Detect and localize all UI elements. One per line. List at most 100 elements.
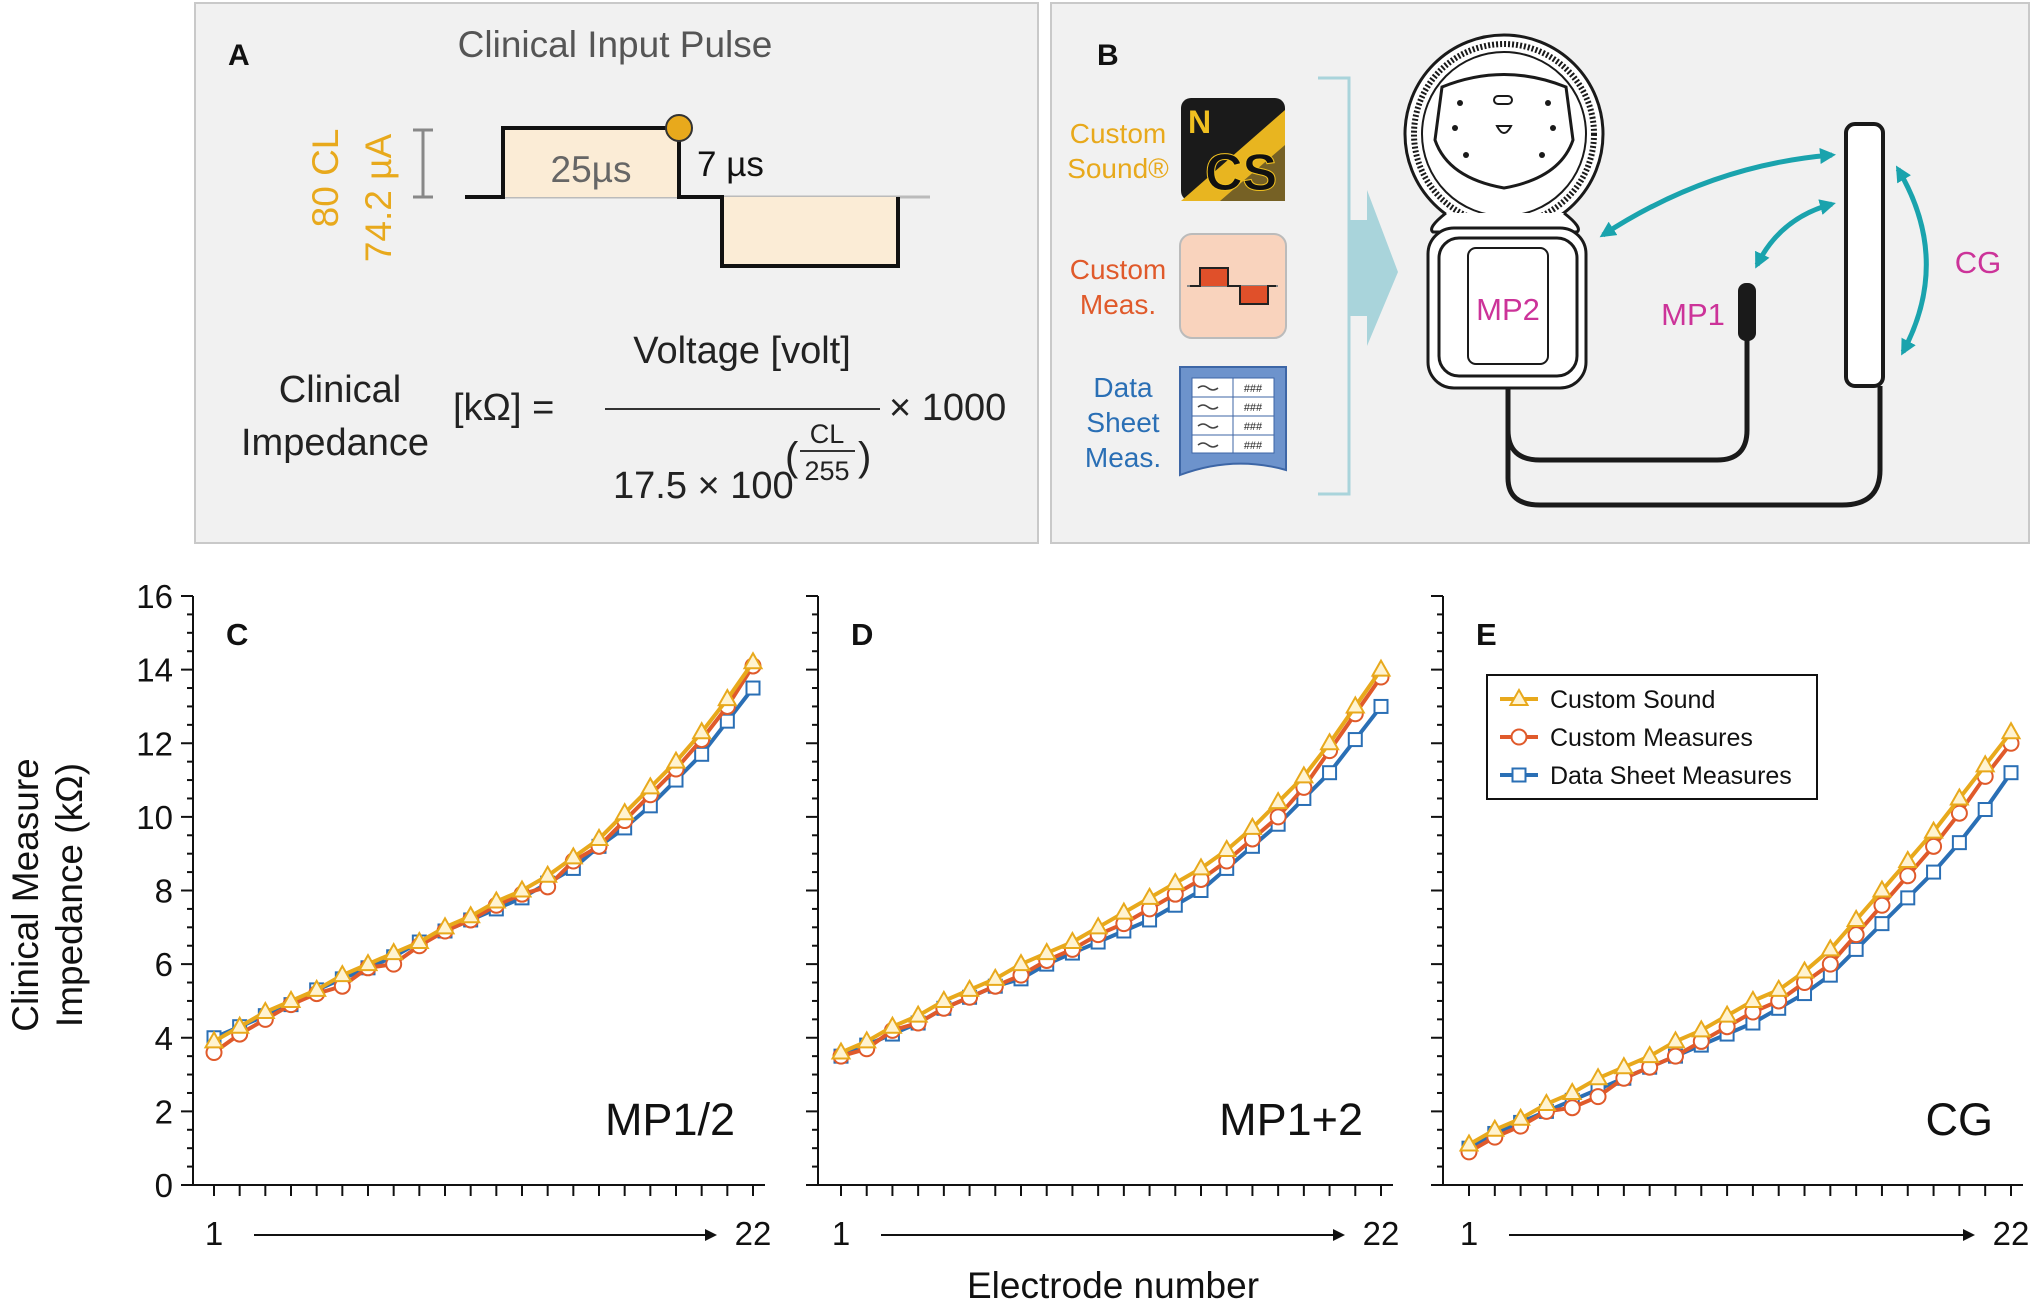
y-tick-label: 10 [136, 799, 173, 836]
legend-marker-circle [1510, 728, 1528, 746]
data-point-circle [1589, 1088, 1607, 1106]
formula-lhs-line1: Clinical [279, 369, 401, 411]
data-point-circle [1821, 955, 1839, 973]
data-point-triangle [588, 827, 610, 846]
implant-device: MP2 [1403, 33, 1605, 390]
data-point-triangle [742, 651, 764, 670]
series-line-triangle [840, 668, 1383, 1055]
data-point-square [1977, 802, 1993, 818]
cg-cg-arrow [1895, 165, 1929, 356]
legend-label: Custom Sound [1550, 686, 1715, 714]
chart-panel-d: 1 22 D MP1+2 [806, 595, 1400, 1252]
series-line-triangle [1468, 730, 2013, 1147]
gap-label: 7 µs [697, 145, 764, 184]
data-sheet-icon: ### ### ### ### [1179, 366, 1287, 477]
y-tick-label: 14 [136, 652, 173, 689]
panel-letter: D [851, 617, 873, 652]
data-point-triangle [933, 989, 955, 1008]
mp1-cg-arrow [1754, 199, 1836, 269]
data-point-triangle [717, 688, 738, 707]
data-point-triangle [229, 1015, 250, 1034]
panel-a-letter: A [228, 39, 250, 72]
mp1-label: MP1 [1661, 297, 1725, 332]
data-cell-2: ### [1244, 402, 1263, 414]
data-point-triangle [985, 967, 1006, 986]
data-point-triangle [1587, 1067, 1609, 1086]
data-point-circle [1925, 837, 1943, 855]
formula-lhs-line2: Impedance [241, 422, 429, 464]
data-point-circle [1899, 867, 1917, 885]
formula-unit: [kΩ] = [453, 387, 554, 429]
pulse-icon [1179, 233, 1287, 339]
data-point-triangle [1742, 989, 1764, 1008]
data-point-square [1373, 698, 1389, 714]
y-tick-label: 0 [155, 1167, 173, 1204]
data-point-triangle [1458, 1133, 1480, 1152]
icon-letter-n: N [1188, 104, 1211, 140]
y-tick-label: 4 [155, 1020, 173, 1057]
data-point-triangle [1036, 942, 1057, 961]
data-point-triangle [830, 1041, 852, 1060]
data-point-square [2003, 765, 2019, 781]
data-point-circle [1563, 1099, 1581, 1117]
chart-legend: Custom Sound Custom Measures Data Sheet Me… [1486, 674, 1818, 800]
data-point-square [1900, 890, 1916, 906]
panel-b-letter: B [1097, 39, 1119, 72]
panel-a [194, 2, 1039, 544]
impedance-formula: Clinical Impedance [kΩ] = Voltage [volt]… [241, 330, 1006, 507]
data-point-triangle [1820, 938, 1841, 957]
series-line-square [840, 705, 1383, 1058]
chart-panel-c: 0 2 4 6 8 10 12 14 16 1 22 C MP1/2 [136, 578, 771, 1252]
data-point-triangle [1370, 658, 1392, 677]
series-line-square [213, 686, 755, 1040]
charts-area: Clinical Measure Impedance (kΩ) Electrod… [5, 578, 2029, 1306]
data-point-triangle [1897, 850, 1918, 869]
amplitude-bracket [413, 128, 433, 199]
data-point-triangle [383, 942, 404, 961]
mp2-cg-arrow [1599, 148, 1836, 238]
data-point-square [719, 713, 735, 729]
pulse-title: Clinical Input Pulse [458, 24, 773, 65]
data-point-triangle [1267, 791, 1289, 810]
data-point-triangle [1010, 953, 1032, 972]
formula-cl: CL [810, 419, 845, 449]
data-point-triangle [2000, 721, 2022, 740]
data-point-triangle [511, 879, 533, 898]
data-point-triangle [1345, 695, 1366, 714]
data-point-triangle [1768, 978, 1789, 997]
data-point-triangle [691, 721, 712, 740]
formula-numerator: Voltage [volt] [633, 330, 851, 372]
panel-letter: C [226, 617, 248, 652]
series-line-triangle [213, 661, 755, 1044]
data-point-triangle [203, 1030, 225, 1049]
data-point-triangle [434, 916, 456, 935]
data-point-triangle [1845, 908, 1867, 927]
series-line-circle [1468, 742, 2013, 1154]
data-point-square [694, 746, 710, 762]
data-point-square [1848, 941, 1864, 957]
custom-sound-label-2: Sound® [1067, 153, 1169, 184]
icon-letters-cs: CS [1205, 144, 1277, 202]
paren-close: ) [858, 435, 871, 479]
data-point-square [745, 680, 761, 696]
y-axis-title-line1: Clinical Measure [5, 758, 46, 1032]
data-point-circle [1269, 808, 1287, 826]
data-point-triangle [332, 964, 353, 983]
y-tick-label: 6 [155, 946, 173, 983]
mp1-electrode [1738, 283, 1756, 341]
data-sheet-label-1: Data [1093, 372, 1153, 403]
data-point-triangle [1536, 1092, 1557, 1112]
charts-group: 0 2 4 6 8 10 12 14 16 1 22 C MP1/2 1 22 D MP1+2 1 22 E CG Cus… [136, 578, 2029, 1252]
data-point-triangle [1319, 732, 1340, 751]
data-point-circle [1847, 926, 1865, 944]
formula-255: 255 [804, 456, 849, 486]
x-end-label: 22 [1363, 1215, 1400, 1252]
data-sheet-label-3: Meas. [1085, 442, 1161, 473]
data-point-triangle [1510, 1107, 1531, 1126]
legend-marker-triangle [1508, 687, 1530, 706]
data-point-triangle [306, 978, 327, 997]
data-point-triangle [1794, 960, 1815, 979]
chart-annotation: MP1+2 [1219, 1094, 1363, 1145]
data-point-triangle [882, 1015, 903, 1034]
y-tick-label: 8 [155, 873, 173, 910]
